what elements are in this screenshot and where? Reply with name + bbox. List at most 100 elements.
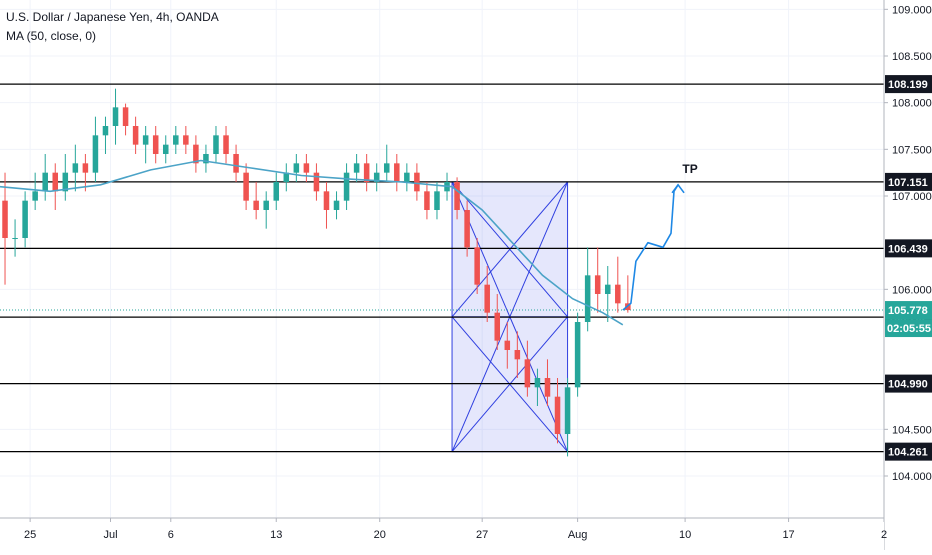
tp-label: TP — [682, 162, 697, 176]
candle-body — [534, 378, 541, 388]
candle-body — [273, 182, 280, 201]
candle-body — [52, 172, 59, 192]
x-tick-label: 10 — [679, 529, 691, 541]
x-tick-label: 13 — [270, 529, 282, 541]
candle — [474, 238, 480, 294]
candle — [62, 154, 69, 201]
candle-body — [554, 396, 561, 434]
current-price-label-bg — [885, 301, 932, 320]
candle — [323, 182, 330, 229]
candle-body — [404, 172, 410, 182]
candle-body — [132, 126, 139, 145]
candle — [544, 359, 551, 406]
candle — [102, 116, 109, 154]
candle — [554, 378, 561, 444]
candle — [223, 126, 229, 164]
level-price-label-text: 107.151 — [888, 177, 928, 189]
legend: U.S. Dollar / Japanese Yen, 4h, OANDA MA… — [6, 8, 219, 46]
candle — [213, 126, 219, 164]
level-price-label-bg — [885, 75, 932, 94]
time-axis — [0, 518, 884, 550]
candle-body — [544, 378, 551, 397]
candle — [534, 368, 541, 406]
candle — [263, 191, 269, 229]
y-tick-label: 107.500 — [892, 144, 932, 156]
candle-body — [343, 172, 350, 201]
candle-body — [42, 172, 48, 192]
candle — [12, 219, 18, 257]
candle-body — [263, 200, 269, 210]
candle — [32, 172, 38, 210]
x-tick-label: 20 — [374, 529, 386, 541]
candle — [594, 247, 601, 313]
candle — [112, 88, 119, 145]
candle-body — [424, 191, 430, 210]
candle-body — [594, 275, 601, 294]
projection-path — [622, 184, 679, 311]
level-price-label-text: 106.439 — [888, 243, 928, 255]
candle-body — [464, 210, 470, 248]
y-tick-label: 108.500 — [892, 51, 932, 63]
candle — [183, 126, 189, 154]
candle — [424, 182, 430, 220]
candle-body — [62, 172, 69, 192]
candle — [303, 154, 310, 182]
candle — [363, 154, 370, 192]
y-tick-label: 108.000 — [892, 98, 932, 110]
candle — [504, 322, 511, 369]
level-price-label: 104.990 — [885, 374, 932, 393]
y-tick-label: 104.500 — [892, 424, 932, 436]
candle-body — [253, 200, 259, 210]
candle — [464, 200, 470, 257]
candle-body — [504, 340, 511, 350]
x-tick-label: 6 — [168, 529, 174, 541]
candle — [343, 163, 350, 210]
candle — [514, 331, 521, 378]
box-line — [451, 181, 568, 318]
candle-body — [414, 172, 420, 192]
x-tick-label: Jul — [103, 529, 117, 541]
candle-body — [494, 312, 501, 341]
candle-body — [162, 144, 169, 154]
candle — [454, 177, 460, 220]
candle — [233, 144, 239, 182]
candle-body — [604, 284, 611, 294]
candle-body — [142, 135, 149, 145]
candle-body — [223, 135, 229, 154]
candle — [42, 154, 48, 201]
candle — [564, 378, 571, 457]
candle — [253, 182, 259, 220]
candle — [604, 266, 611, 322]
countdown-text: 02:05:55 — [887, 323, 931, 335]
candle — [313, 163, 320, 201]
candle — [193, 135, 199, 173]
candle — [353, 154, 360, 182]
indicator-label: MA (50, close, 0) — [6, 29, 97, 43]
candle-body — [394, 163, 400, 182]
candle — [383, 144, 390, 182]
countdown-label: 02:05:55 — [885, 319, 932, 338]
candle — [82, 154, 89, 192]
candle-body — [524, 359, 531, 388]
candle — [52, 163, 59, 210]
candle-body — [434, 191, 440, 210]
candle — [494, 294, 501, 350]
x-tick-label: Aug — [568, 529, 588, 541]
candle-body — [203, 154, 209, 164]
candle-body — [474, 247, 480, 285]
candle — [333, 191, 340, 220]
candle-body — [2, 200, 8, 238]
candle-body — [72, 163, 79, 173]
candle — [22, 191, 28, 248]
candle-body — [574, 322, 581, 388]
level-price-label-bg — [885, 374, 932, 393]
y-tick-label: 109.000 — [892, 4, 932, 16]
candle-body — [193, 144, 199, 164]
candle-body — [102, 126, 109, 136]
level-price-label-bg — [885, 172, 932, 191]
candle-body — [283, 172, 290, 182]
ma-line — [0, 159, 624, 326]
candle-body — [333, 200, 340, 210]
